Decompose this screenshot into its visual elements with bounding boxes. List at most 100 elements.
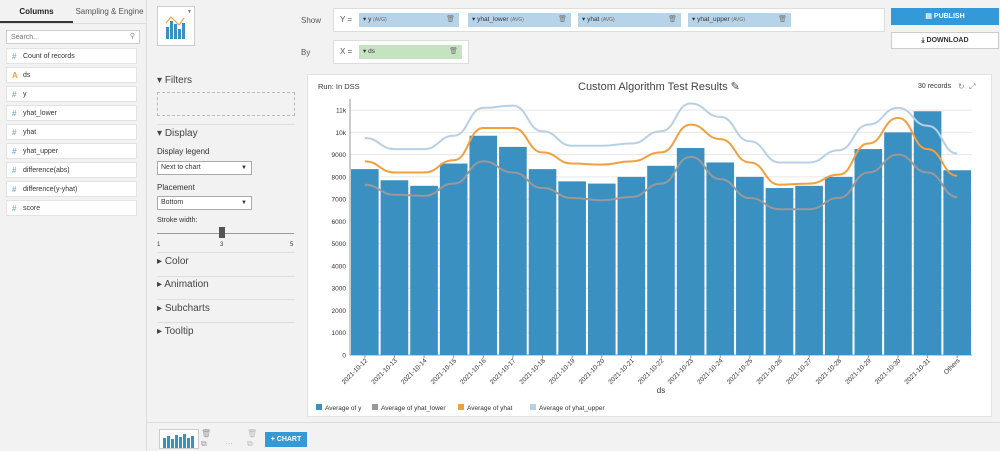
y-pill-y[interactable]: ▾ y (AVG) 🗑 bbox=[359, 13, 459, 27]
column-item[interactable]: # difference(y-yhat) bbox=[6, 181, 137, 197]
series-line-1 bbox=[364, 153, 958, 211]
legend-label: Average of yhat_lower bbox=[381, 405, 446, 412]
tab-columns[interactable]: Columns bbox=[0, 0, 73, 23]
trash-icon[interactable]: 🗑 bbox=[446, 16, 455, 23]
y-tick-label: 7000 bbox=[332, 197, 347, 204]
numeric-type-icon: # bbox=[12, 165, 17, 175]
x-tick-label: 2021-10-15 bbox=[430, 357, 459, 386]
chart-thumbnail[interactable] bbox=[159, 429, 199, 449]
refresh-icon[interactable]: ↻ bbox=[958, 82, 965, 91]
search-input[interactable] bbox=[7, 31, 139, 43]
animation-section[interactable]: ▸ Animation bbox=[157, 279, 209, 290]
y-pill-yhat-upper[interactable]: ▾ yhat_upper (AVG) 🗑 bbox=[688, 13, 791, 27]
legend-label: Average of yhat_upper bbox=[539, 405, 605, 412]
numeric-type-icon: # bbox=[12, 146, 17, 156]
bar bbox=[913, 111, 942, 356]
column-item[interactable]: # yhat_lower bbox=[6, 105, 137, 121]
slider-max: 5 bbox=[290, 242, 294, 248]
column-search: ⚲ bbox=[6, 30, 140, 44]
color-section[interactable]: ▸ Color bbox=[157, 256, 189, 267]
column-item[interactable]: # y bbox=[6, 86, 137, 102]
bar bbox=[469, 135, 498, 355]
chart-title[interactable]: Custom Algorithm Test Results ✎ bbox=[578, 81, 740, 93]
pencil-icon[interactable]: ✎ bbox=[730, 81, 740, 93]
tooltip-section[interactable]: ▸ Tooltip bbox=[157, 326, 194, 337]
bar-chart-icon bbox=[163, 434, 194, 448]
subcharts-section[interactable]: ▸ Subcharts bbox=[157, 303, 210, 314]
series-line-3 bbox=[364, 102, 958, 164]
x-tick-label: 2021-10-16 bbox=[459, 357, 488, 386]
chart-type-selector[interactable]: ▼ bbox=[157, 6, 195, 46]
placement-label: Placement bbox=[157, 183, 195, 192]
x-tick-label: 2021-10-12 bbox=[341, 357, 370, 386]
trash-icon[interactable]: 🗑 bbox=[449, 48, 458, 55]
column-item[interactable]: # yhat_upper bbox=[6, 143, 137, 159]
records-count: 30 records bbox=[918, 83, 952, 90]
column-item[interactable]: # Count of records bbox=[6, 48, 137, 64]
chart-tabs-bar: 🗑 ⧉ ⋯ 🗑 ⧉ + CHART bbox=[147, 422, 1000, 451]
legend-label: Average of yhat bbox=[467, 405, 513, 412]
divider bbox=[157, 124, 295, 125]
y-tick-label: 1000 bbox=[332, 330, 347, 337]
stroke-width-label: Stroke width: bbox=[157, 217, 198, 224]
divider bbox=[157, 299, 295, 300]
column-item[interactable]: # score bbox=[6, 200, 137, 216]
tab-sampling-engine[interactable]: Sampling & Engine bbox=[75, 7, 144, 16]
y-pill-yhat[interactable]: ▾ yhat (AVG) 🗑 bbox=[578, 13, 681, 27]
numeric-type-icon: # bbox=[12, 184, 17, 194]
expand-icon[interactable]: ⤢ bbox=[969, 82, 976, 91]
slider-min: 1 bbox=[157, 242, 161, 248]
copy-icon[interactable]: ⧉ bbox=[201, 439, 207, 448]
y-tick-label: 2000 bbox=[332, 308, 347, 315]
chevron-down-icon: ▼ bbox=[241, 165, 247, 171]
stroke-slider-handle[interactable] bbox=[219, 227, 225, 238]
download-button[interactable]: ⤓ DOWNLOAD bbox=[891, 32, 999, 49]
x-shelf[interactable]: X = ▾ ds 🗑 bbox=[333, 40, 469, 64]
y-shelf[interactable]: Y = ▾ y (AVG) 🗑 ▾ yhat_lower (AVG) 🗑 ▾ yha… bbox=[333, 8, 885, 32]
x-tick-label: 2021-10-21 bbox=[607, 357, 636, 386]
trash-icon[interactable]: 🗑 bbox=[201, 429, 212, 438]
column-item[interactable]: # difference(abs) bbox=[6, 162, 137, 178]
trash-icon[interactable]: 🗑 bbox=[778, 16, 787, 23]
x-tick-label: 2021-10-25 bbox=[726, 357, 755, 386]
x-tick-label: 2021-10-26 bbox=[755, 357, 784, 386]
legend-label: Average of y bbox=[325, 405, 362, 412]
trash-icon[interactable]: 🗑 bbox=[558, 16, 567, 23]
column-item[interactable]: # yhat bbox=[6, 124, 137, 140]
x-tick-label: 2021-10-18 bbox=[518, 357, 547, 386]
column-name: score bbox=[23, 204, 41, 212]
y-tick-label: 8000 bbox=[332, 174, 347, 181]
filters-header[interactable]: ▾ Filters bbox=[157, 75, 193, 86]
columns-panel: Columns Sampling & Engine ⚲ # Count of re… bbox=[0, 0, 147, 451]
bar bbox=[528, 169, 557, 355]
chevron-down-icon: ▼ bbox=[187, 9, 192, 15]
y-pill-yhat-lower[interactable]: ▾ yhat_lower (AVG) 🗑 bbox=[468, 13, 571, 27]
y-tick-label: 3000 bbox=[332, 286, 347, 293]
display-header[interactable]: ▾ Display bbox=[157, 128, 198, 139]
x-tick-label: 2021-10-22 bbox=[637, 357, 666, 386]
bar bbox=[558, 181, 586, 355]
filters-dropzone[interactable] bbox=[157, 92, 295, 116]
trash-icon[interactable]: 🗑 bbox=[247, 429, 258, 438]
display-legend-select[interactable]: Next to chart ▼ bbox=[157, 161, 252, 175]
bar-line-chart-icon bbox=[165, 16, 185, 39]
column-name: yhat bbox=[23, 128, 37, 136]
left-tabs: Columns Sampling & Engine bbox=[0, 0, 146, 24]
bar bbox=[647, 165, 675, 355]
publish-button[interactable]: ▤ PUBLISH bbox=[891, 8, 999, 25]
stroke-slider-track[interactable] bbox=[157, 233, 294, 234]
x-pill-ds[interactable]: ▾ ds 🗑 bbox=[359, 45, 462, 59]
x-tick-label: 2021-10-14 bbox=[400, 357, 429, 386]
add-chart-button[interactable]: + CHART bbox=[265, 432, 307, 447]
trash-icon[interactable]: 🗑 bbox=[668, 16, 677, 23]
copy-icon[interactable]: ⧉ bbox=[247, 439, 253, 448]
bar bbox=[943, 170, 971, 355]
x-tick-label: 2021-10-27 bbox=[785, 357, 814, 386]
placement-select[interactable]: Bottom ▼ bbox=[157, 196, 252, 210]
bar bbox=[795, 185, 823, 355]
x-tick-label: Others bbox=[943, 357, 962, 376]
bar bbox=[765, 188, 794, 355]
divider bbox=[157, 322, 295, 323]
display-legend-label: Display legend bbox=[157, 147, 210, 156]
